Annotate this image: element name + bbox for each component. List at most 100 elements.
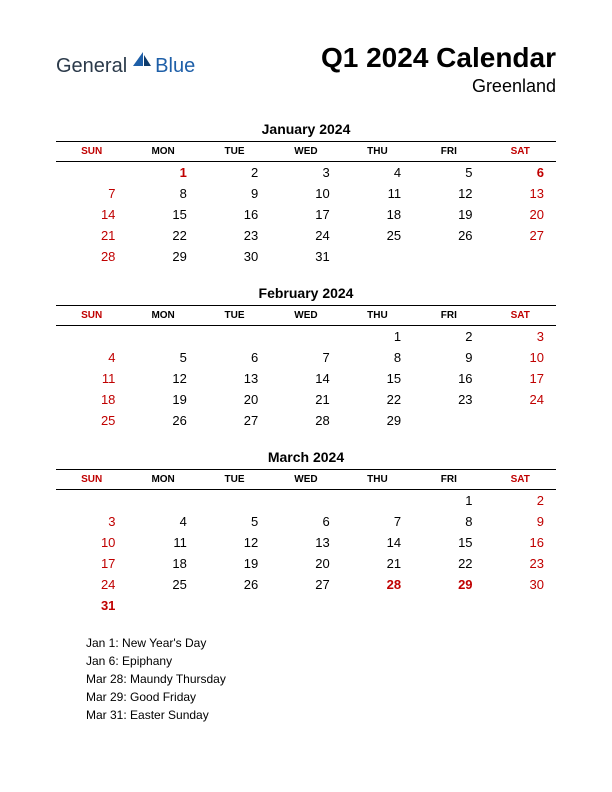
calendar-cell: [56, 326, 127, 348]
month-title: March 2024: [56, 449, 556, 465]
calendar-cell: 16: [485, 532, 556, 553]
calendar-cell: 21: [270, 389, 341, 410]
calendar-cell: 11: [56, 368, 127, 389]
calendar-cell: [56, 162, 127, 184]
calendar-cell: 13: [270, 532, 341, 553]
calendar-cell: 13: [485, 183, 556, 204]
calendar-cell: [485, 410, 556, 431]
calendar-cell: 25: [342, 225, 413, 246]
day-header: TUE: [199, 142, 270, 162]
calendar-cell: 14: [342, 532, 413, 553]
calendar-cell: [127, 490, 198, 512]
day-header: THU: [342, 470, 413, 490]
calendar-cell: 3: [270, 162, 341, 184]
calendar-row: 45678910: [56, 347, 556, 368]
calendar-cell: [199, 326, 270, 348]
calendar-cell: 28: [342, 574, 413, 595]
calendar-cell: 29: [413, 574, 484, 595]
calendar-cell: 20: [485, 204, 556, 225]
calendar-cell: [413, 410, 484, 431]
calendar-cell: 10: [485, 347, 556, 368]
calendar-table: SUNMONTUEWEDTHUFRISAT1234567891011121314…: [56, 305, 556, 431]
day-header: SUN: [56, 306, 127, 326]
calendar-cell: [485, 246, 556, 267]
calendar-cell: 15: [342, 368, 413, 389]
holiday-item: Jan 1: New Year's Day: [86, 634, 556, 652]
calendar-cell: [199, 490, 270, 512]
page-title: Q1 2024 Calendar: [321, 42, 556, 74]
calendar-cell: 27: [199, 410, 270, 431]
day-header: WED: [270, 470, 341, 490]
calendar-cell: 28: [56, 246, 127, 267]
calendar-cell: 27: [270, 574, 341, 595]
calendar-cell: 18: [342, 204, 413, 225]
calendar-cell: 19: [413, 204, 484, 225]
logo: General Blue: [56, 50, 195, 83]
calendar-cell: 20: [199, 389, 270, 410]
calendar-cell: 7: [56, 183, 127, 204]
calendar-cell: 9: [199, 183, 270, 204]
calendar-row: 28293031: [56, 246, 556, 267]
logo-text-general: General: [56, 55, 127, 78]
calendar-cell: [342, 490, 413, 512]
title-block: Q1 2024 Calendar Greenland: [321, 42, 556, 97]
calendar-cell: 25: [56, 410, 127, 431]
calendar-cell: 26: [199, 574, 270, 595]
calendar-cell: 11: [127, 532, 198, 553]
calendar-cell: 17: [485, 368, 556, 389]
calendar-row: 31: [56, 595, 556, 616]
calendar-cell: 27: [485, 225, 556, 246]
calendar-cell: 25: [127, 574, 198, 595]
holiday-item: Mar 31: Easter Sunday: [86, 706, 556, 724]
day-header: SAT: [485, 142, 556, 162]
calendar-cell: 31: [270, 246, 341, 267]
calendar-row: 3456789: [56, 511, 556, 532]
calendar-cell: 22: [342, 389, 413, 410]
calendar-cell: 22: [413, 553, 484, 574]
calendar-cell: [413, 595, 484, 616]
holiday-item: Jan 6: Epiphany: [86, 652, 556, 670]
calendar-cell: [127, 595, 198, 616]
calendar-cell: 5: [127, 347, 198, 368]
calendar-cell: [56, 490, 127, 512]
calendar-cell: [127, 326, 198, 348]
calendar-cell: 14: [56, 204, 127, 225]
calendar-cell: 4: [127, 511, 198, 532]
calendar-cell: 12: [127, 368, 198, 389]
calendar-cell: 2: [413, 326, 484, 348]
calendar-cell: [199, 595, 270, 616]
calendar-cell: 24: [56, 574, 127, 595]
calendar-table: SUNMONTUEWEDTHUFRISAT1234567891011121314…: [56, 141, 556, 267]
calendar-cell: 14: [270, 368, 341, 389]
calendar-row: 123456: [56, 162, 556, 184]
calendar-cell: 1: [413, 490, 484, 512]
holiday-item: Mar 28: Maundy Thursday: [86, 670, 556, 688]
calendar-cell: 11: [342, 183, 413, 204]
calendar-cell: 24: [270, 225, 341, 246]
calendar-cell: 23: [413, 389, 484, 410]
calendar-cell: [342, 246, 413, 267]
calendar-cell: 1: [127, 162, 198, 184]
calendar-cell: 10: [270, 183, 341, 204]
month-block: February 2024SUNMONTUEWEDTHUFRISAT123456…: [56, 285, 556, 431]
day-header: TUE: [199, 306, 270, 326]
calendar-cell: 20: [270, 553, 341, 574]
calendar-row: 14151617181920: [56, 204, 556, 225]
calendar-cell: 9: [485, 511, 556, 532]
calendar-cell: 21: [342, 553, 413, 574]
calendar-cell: 12: [199, 532, 270, 553]
calendar-row: 10111213141516: [56, 532, 556, 553]
calendar-cell: [270, 490, 341, 512]
calendar-cell: 24: [485, 389, 556, 410]
day-header: SAT: [485, 470, 556, 490]
header: General Blue Q1 2024 Calendar Greenland: [56, 42, 556, 97]
calendar-cell: 10: [56, 532, 127, 553]
calendar-cell: 8: [127, 183, 198, 204]
calendar-cell: 19: [127, 389, 198, 410]
day-header: FRI: [413, 306, 484, 326]
calendar-cell: [413, 246, 484, 267]
calendar-cell: 18: [56, 389, 127, 410]
calendar-cell: 6: [485, 162, 556, 184]
calendar-cell: 26: [413, 225, 484, 246]
calendar-cell: [485, 595, 556, 616]
